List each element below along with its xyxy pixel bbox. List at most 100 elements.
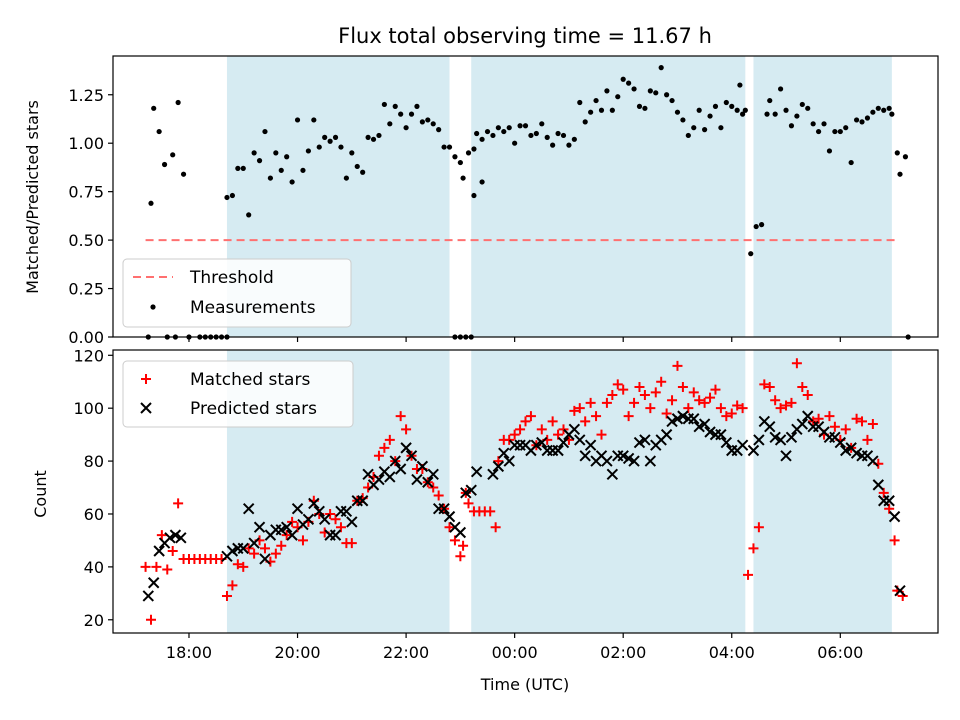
- data-point: [289, 179, 295, 185]
- data-point: [253, 521, 266, 533]
- data-point: [645, 403, 656, 414]
- data-point: [732, 400, 743, 411]
- data-point: [870, 109, 876, 115]
- data-point: [140, 561, 151, 572]
- data-point: [327, 138, 333, 144]
- data-point: [580, 416, 591, 427]
- data-point: [151, 105, 157, 111]
- series-measurements: [145, 65, 911, 340]
- data-point: [330, 514, 341, 525]
- data-point: [492, 460, 505, 473]
- data-point: [894, 150, 900, 156]
- x-tick-label: 04:00: [709, 643, 755, 662]
- data-point: [479, 179, 485, 185]
- legend-bottom: Matched stars Predicted stars: [122, 360, 354, 428]
- data-point: [824, 411, 835, 422]
- data-point: [240, 165, 246, 171]
- data-point: [313, 505, 325, 518]
- data-point: [273, 150, 279, 156]
- data-point: [726, 408, 737, 419]
- data-point: [853, 117, 860, 123]
- y-tick-label: 0.50: [68, 231, 104, 250]
- data-point: [479, 136, 485, 142]
- data-point: [783, 107, 789, 113]
- y-tick-label: 1.25: [68, 86, 104, 105]
- data-point: [509, 429, 520, 440]
- data-point: [452, 154, 458, 160]
- data-point: [601, 455, 613, 467]
- y-tick-label: 20: [84, 611, 104, 630]
- data-point: [560, 132, 567, 139]
- data-point: [175, 99, 181, 106]
- data-point: [813, 413, 824, 424]
- data-point: [889, 535, 900, 546]
- data-point: [262, 128, 268, 135]
- data-point: [493, 456, 504, 467]
- data-point: [628, 455, 640, 467]
- data-point: [522, 123, 529, 129]
- data-point: [338, 144, 344, 150]
- bottom-y-axis-label: Count: [31, 470, 50, 518]
- data-point: [566, 142, 572, 148]
- data-point: [305, 148, 311, 154]
- data-point: [387, 121, 393, 127]
- data-point: [227, 580, 238, 591]
- data-point: [365, 134, 371, 140]
- data-point: [389, 455, 401, 467]
- data-point: [520, 416, 531, 427]
- data-point: [629, 397, 640, 408]
- data-point: [577, 99, 583, 106]
- data-point: [699, 397, 710, 408]
- data-point: [864, 115, 871, 121]
- data-point: [618, 384, 629, 395]
- data-point: [774, 434, 787, 446]
- data-point: [737, 82, 743, 88]
- data-point: [591, 411, 602, 422]
- data-point: [495, 125, 501, 131]
- data-point: [740, 111, 746, 117]
- data-point: [457, 159, 463, 166]
- data-point: [615, 94, 621, 100]
- data-point: [658, 65, 664, 71]
- data-point: [764, 111, 770, 117]
- data-point: [408, 111, 415, 117]
- data-point: [797, 382, 808, 393]
- data-point: [780, 450, 792, 462]
- data-point: [248, 537, 260, 549]
- data-point: [394, 463, 407, 475]
- data-point: [767, 97, 773, 104]
- data-point: [656, 376, 667, 387]
- data-point: [401, 424, 412, 435]
- data-point: [506, 125, 512, 131]
- data-point: [620, 76, 626, 82]
- data-point: [525, 411, 536, 422]
- x-tick-label: 20:00: [274, 643, 320, 662]
- data-point: [634, 382, 645, 393]
- data-point: [639, 389, 650, 400]
- data-point: [167, 546, 178, 557]
- data-point: [180, 171, 187, 177]
- data-point: [734, 107, 740, 113]
- data-point: [715, 403, 726, 414]
- legend-threshold-label: Threshold: [189, 268, 274, 288]
- data-point: [753, 522, 764, 533]
- data-point: [631, 86, 637, 92]
- data-point: [667, 395, 678, 406]
- data-point: [688, 387, 699, 398]
- data-point: [664, 92, 670, 98]
- data-point: [238, 561, 249, 572]
- data-point: [454, 526, 467, 539]
- data-point: [888, 510, 901, 523]
- data-point: [639, 434, 651, 446]
- data-point: [788, 123, 795, 129]
- data-point: [161, 161, 168, 168]
- data-point: [829, 421, 840, 432]
- data-point: [356, 495, 369, 507]
- data-point: [857, 416, 868, 427]
- data-point: [764, 382, 775, 393]
- data-point: [748, 251, 754, 257]
- y-tick-label: 1.00: [68, 134, 104, 153]
- data-point: [398, 111, 404, 117]
- data-point: [810, 121, 816, 127]
